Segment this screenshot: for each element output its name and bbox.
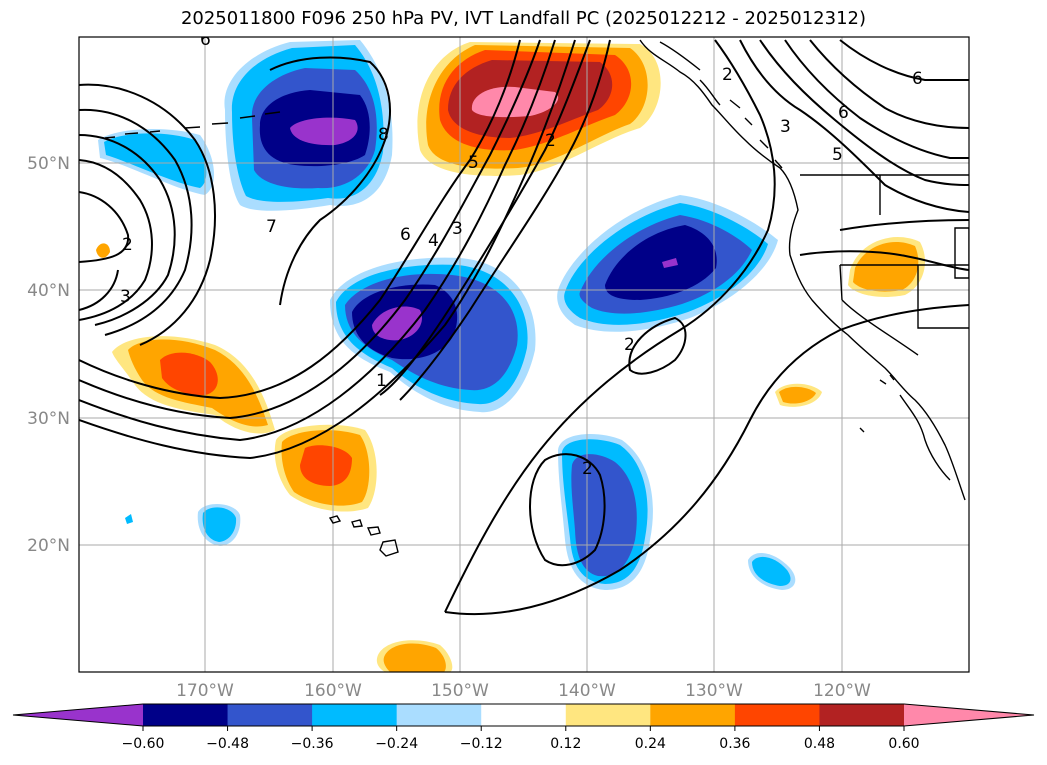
colorbar-extend-max [904, 704, 1034, 726]
colorbar-segment [819, 704, 905, 726]
lon-label: 140°W [558, 681, 616, 701]
colorbar-extend-min [13, 704, 143, 726]
contour-label: 2 [545, 131, 556, 151]
lat-label: 20°N [27, 536, 70, 556]
contour-label: 8 [378, 125, 389, 145]
colorbar [12, 703, 1035, 727]
colorbar-segment [312, 704, 398, 726]
colorbar-segment [481, 704, 567, 726]
map-title: 2025011800 F096 250 hPa PV, IVT Landfall… [180, 8, 867, 29]
colorbar-tick-label: −0.24 [375, 736, 418, 752]
contour-label: 6 [400, 225, 411, 245]
colorbar-segment [227, 704, 313, 726]
colorbar-tick-label: 0.48 [804, 736, 835, 752]
latitude-labels: 50°N 40°N 30°N 20°N [27, 154, 70, 556]
map-frame [78, 36, 970, 673]
lon-label: 150°W [431, 681, 489, 701]
contour-label: 2 [722, 65, 733, 85]
contour-label: 2 [122, 235, 133, 255]
contour-label: 3 [120, 287, 131, 307]
contour-label: 5 [832, 145, 843, 165]
contour-label: 2 [582, 459, 593, 479]
pv-contours [79, 39, 969, 616]
contour-labels: 6 2 3 7 8 6 4 3 5 2 1 2 2 2 3 5 6 6 [120, 30, 923, 479]
colorbar-ticks: −0.60 −0.48 −0.36 −0.24 −0.12 0.12 0.24 0.36 0.4… [122, 726, 920, 752]
contour-label: 3 [780, 117, 791, 137]
lon-label: 120°W [813, 681, 871, 701]
contour-label: 6 [912, 69, 923, 89]
colorbar-segment [565, 704, 651, 726]
colorbar-segment [650, 704, 736, 726]
contour-label: 4 [428, 231, 439, 251]
contour-label: 7 [266, 217, 277, 237]
contour-label: 6 [838, 103, 849, 123]
lat-label: 30°N [27, 409, 70, 429]
colorbar-tick-label: −0.48 [206, 736, 249, 752]
colorbar-segment [734, 704, 820, 726]
colorbar-segment [396, 704, 482, 726]
colorbar-tick-label: −0.12 [460, 736, 503, 752]
graticule [79, 37, 969, 672]
colorbar-tick-label: 0.60 [888, 736, 919, 752]
colorbar-tick-label: −0.36 [291, 736, 334, 752]
lon-label: 160°W [304, 681, 362, 701]
colorbar-tick-label: −0.60 [122, 736, 165, 752]
lon-label: 170°W [176, 681, 234, 701]
coastlines [104, 39, 969, 557]
contour-label: 6 [200, 30, 211, 50]
longitude-labels: 170°W 160°W 150°W 140°W 130°W 120°W [176, 681, 871, 701]
colorbar-tick-label: 0.24 [635, 736, 666, 752]
colorbar-tick-label: 0.12 [550, 736, 581, 752]
colorbar-segment [143, 704, 229, 726]
contour-label: 2 [624, 335, 635, 355]
colorbar-tick-label: 0.36 [719, 736, 750, 752]
contour-label: 3 [452, 219, 463, 239]
lat-label: 40°N [27, 281, 70, 301]
lon-label: 130°W [685, 681, 743, 701]
lat-label: 50°N [27, 154, 70, 174]
contour-label: 5 [468, 153, 479, 173]
contour-label: 1 [376, 371, 387, 391]
